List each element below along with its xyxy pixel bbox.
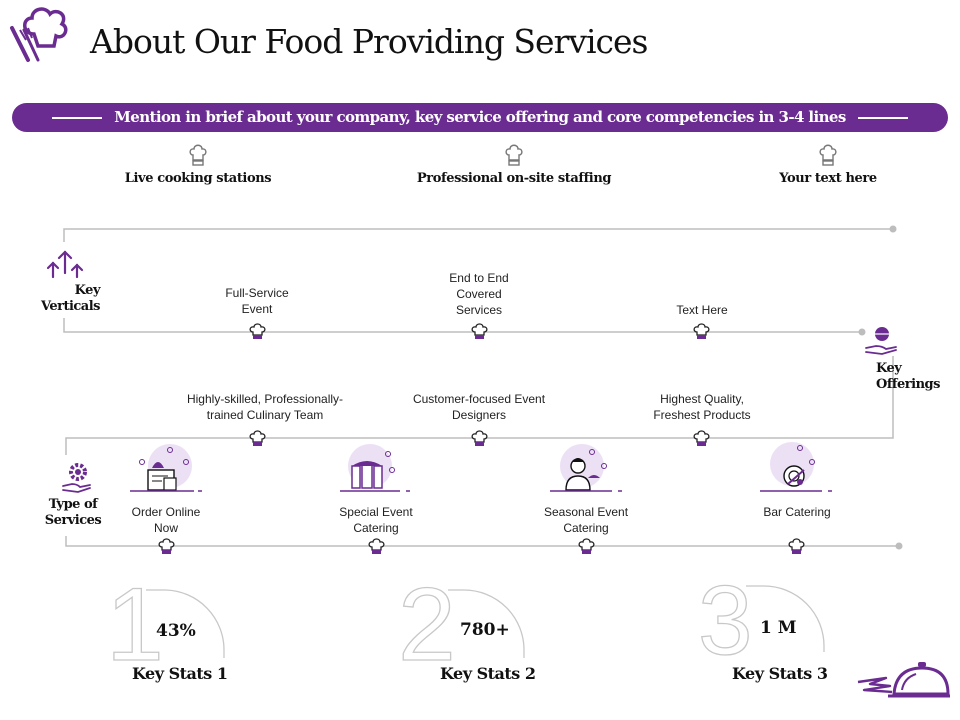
timeline-end-dot	[895, 542, 903, 550]
banner-dash-left	[52, 117, 102, 119]
stat-number: 2	[398, 578, 456, 662]
chef-hat-icon	[189, 144, 207, 166]
service-item: Special Event Catering	[339, 505, 413, 535]
competency-onsite-staffing: Professional on-site staffing	[404, 143, 624, 186]
offering-item: Customer-focused Event Designers	[412, 392, 546, 422]
banner: Mention in brief about your company, key…	[12, 103, 948, 132]
stat-card-2: 2 780+ Key Stats 2	[398, 578, 548, 688]
service-item: Order Online Now	[131, 505, 201, 535]
stat-value: 1 M	[760, 618, 797, 638]
service-item: Bar Catering	[763, 505, 831, 519]
chef-hat-marker-icon	[578, 538, 595, 554]
chef-hat-marker-icon	[693, 430, 710, 446]
vertical-item: Full-Service Event	[225, 286, 289, 316]
chef-hat-marker-icon	[249, 323, 266, 339]
cloche-hand-icon	[865, 327, 897, 355]
stat-label: Key Stats 3	[732, 664, 828, 683]
gear-hand-icon	[62, 463, 91, 493]
cloche-speed-icon	[857, 662, 950, 698]
banner-dash-right	[858, 117, 908, 119]
chef-hat-marker-icon	[471, 323, 488, 339]
timeline-end-dot	[889, 225, 897, 233]
stat-value: 780+	[460, 620, 510, 640]
stat-value: 43%	[156, 621, 196, 641]
competency-your-text: Your text here	[746, 143, 910, 186]
stat-label: Key Stats 1	[132, 664, 228, 683]
chef-hat-marker-icon	[471, 430, 488, 446]
competency-label: Professional on-site staffing	[416, 171, 612, 186]
key-offerings-label: Key Offerings	[876, 361, 940, 392]
special-event-icon	[340, 444, 410, 492]
bar-catering-icon	[760, 442, 832, 492]
service-item: Seasonal Event Catering	[543, 505, 629, 535]
order-online-icon	[130, 444, 202, 492]
page-title: About Our Food Providing Services	[90, 22, 648, 61]
key-verticals-label: Key Verticals	[40, 283, 101, 314]
chef-hat-cutlery-logo	[10, 7, 68, 62]
banner-text: Mention in brief about your company, key…	[114, 108, 846, 126]
chef-hat-icon	[505, 144, 523, 166]
stat-number: 1	[106, 578, 164, 662]
chef-hat-marker-icon	[368, 538, 385, 554]
chef-hat-marker-icon	[158, 538, 175, 554]
type-of-services-label: Type of Services	[44, 497, 102, 528]
competency-live-cooking: Live cooking stations	[98, 143, 298, 186]
logo	[4, 0, 74, 66]
offering-item: Highly-skilled, Professionally-trained C…	[186, 392, 344, 422]
offering-item: Highest Quality, Freshest Products	[653, 392, 751, 422]
vertical-item: End to End Covered Services	[449, 271, 509, 317]
competency-label: Your text here	[779, 171, 877, 186]
stat-card-3: 3 1 M Key Stats 3	[698, 578, 848, 688]
stat-number-outline: 3	[698, 578, 825, 662]
chef-hat-marker-icon	[693, 323, 710, 339]
competency-label: Live cooking stations	[124, 171, 272, 186]
arrows-up-icon	[46, 250, 84, 279]
stat-number: 3	[698, 578, 753, 662]
seasonal-event-icon	[550, 444, 622, 492]
vertical-item: Text Here	[676, 303, 728, 317]
stat-card-1: 1 43% Key Stats 1	[106, 578, 256, 688]
timeline-start-dot	[858, 328, 866, 336]
chef-hat-marker-icon	[249, 430, 266, 446]
stat-label: Key Stats 2	[440, 664, 536, 683]
chef-hat-icon	[819, 144, 837, 166]
chef-hat-marker-icon	[788, 538, 805, 554]
stat-number-outline: 2	[398, 578, 525, 662]
stat-number-outline: 1	[106, 578, 225, 662]
